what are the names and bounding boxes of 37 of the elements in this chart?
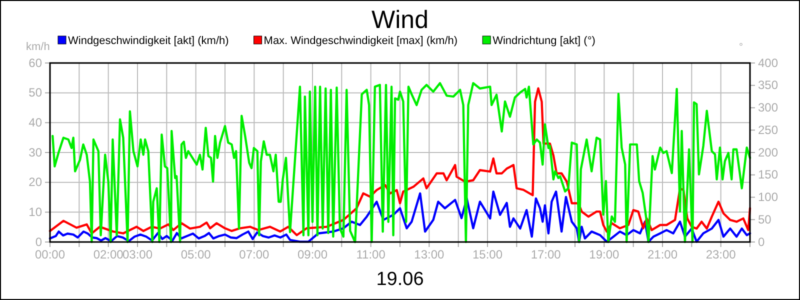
y2-tick-label: 200 xyxy=(758,145,778,160)
x-tick-label: 09:00 xyxy=(297,248,328,262)
y2-tick-label: 250 xyxy=(758,122,778,137)
x-tick-label: 02:00 xyxy=(93,248,124,262)
legend-label: Windgeschwindigkeit [akt] (km/h) xyxy=(68,35,229,47)
y2-tick-label: 50 xyxy=(758,212,772,226)
x-tick-label: 11:00 xyxy=(356,248,386,262)
x-axis-title: 19.06 xyxy=(376,269,424,290)
x-tick-label: 17:00 xyxy=(530,248,562,262)
y2-tick-label: 150 xyxy=(758,168,778,182)
y-tick-label: 0 xyxy=(35,234,42,249)
chart-title: Wind xyxy=(372,6,428,34)
y2-tick-label: 100 xyxy=(758,190,778,204)
y-axis-title: km/h xyxy=(26,41,50,53)
x-tick-label: 15:00 xyxy=(472,248,503,262)
y2-tick-label: 300 xyxy=(758,100,778,115)
x-tick-label: 13:00 xyxy=(414,248,445,262)
legend-label: Max. Windgeschwindigkeit [max] (km/h) xyxy=(264,35,458,47)
legend-label: Windrichtung [akt] (°) xyxy=(492,35,596,47)
x-tick-label: 07:00 xyxy=(239,248,270,262)
y-tick-label: 20 xyxy=(28,175,42,190)
x-tick-label: 19:00 xyxy=(589,248,620,262)
y-tick-label: 40 xyxy=(28,116,42,130)
x-tick-label: 00:00 xyxy=(34,248,66,262)
line-series xyxy=(48,190,752,244)
x-tick-label: 21:00 xyxy=(647,248,678,262)
y-tick-label: 10 xyxy=(28,205,42,220)
x-tick-label: 05:00 xyxy=(180,248,212,262)
x-tick-label: 23:00 xyxy=(706,248,736,262)
y2-axis-title: ° xyxy=(739,42,743,53)
y-tick-label: 30 xyxy=(28,145,42,160)
y2-tick-label: 0 xyxy=(758,234,765,249)
y-tick-label: 50 xyxy=(28,86,42,100)
y-tick-label: 60 xyxy=(28,56,42,70)
y2-tick-label: 400 xyxy=(758,56,778,70)
x-tick-label: 03:00 xyxy=(122,248,153,262)
y2-tick-label: 350 xyxy=(758,78,778,92)
